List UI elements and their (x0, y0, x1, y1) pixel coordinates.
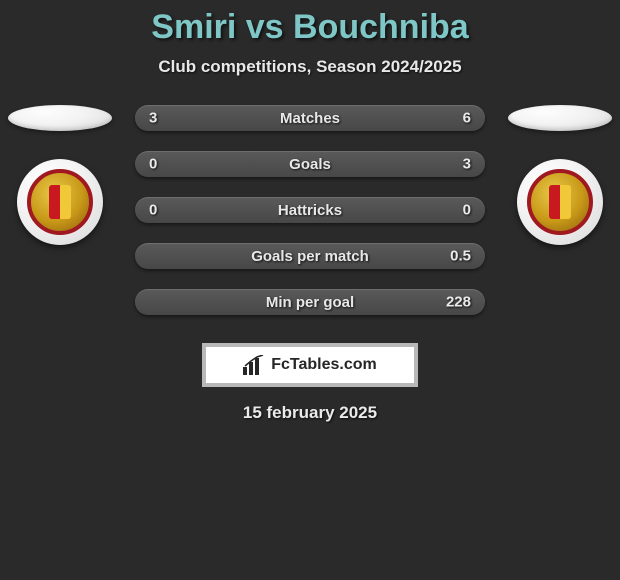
comparison-card: Smiri vs Bouchniba Club competitions, Se… (0, 0, 620, 423)
stat-row-matches: 3 Matches 6 (135, 105, 485, 131)
page-subtitle: Club competitions, Season 2024/2025 (0, 57, 620, 77)
crest-inner-right (527, 169, 593, 235)
stat-label: Goals per match (251, 248, 369, 265)
club-crest-left-icon (17, 159, 103, 245)
stat-left-value: 0 (149, 202, 157, 219)
stat-right-value: 0 (463, 202, 471, 219)
player-left-badges (8, 105, 112, 245)
stat-right-value: 3 (463, 156, 471, 173)
stat-row-goals: 0 Goals 3 (135, 151, 485, 177)
stat-left-value: 3 (149, 110, 157, 127)
club-crest-right-icon (517, 159, 603, 245)
crest-inner-left (27, 169, 93, 235)
brand-text: FcTables.com (271, 356, 377, 374)
stat-right-value: 0.5 (450, 248, 471, 265)
stat-left-value: 0 (149, 156, 157, 173)
date-label: 15 february 2025 (0, 403, 620, 423)
stat-label: Hattricks (278, 202, 342, 219)
page-title: Smiri vs Bouchniba (0, 8, 620, 47)
crest-stripe-right (549, 185, 571, 219)
stat-rows: 3 Matches 6 0 Goals 3 0 Hattricks 0 Goal… (135, 105, 485, 315)
stat-row-goals-per-match: Goals per match 0.5 (135, 243, 485, 269)
player-right-placeholder-icon (508, 105, 612, 131)
brand-badge[interactable]: FcTables.com (202, 343, 418, 387)
player-right-badges (508, 105, 612, 245)
stat-row-hattricks: 0 Hattricks 0 (135, 197, 485, 223)
main-area: 3 Matches 6 0 Goals 3 0 Hattricks 0 Goal… (0, 105, 620, 423)
stat-label: Matches (280, 110, 340, 127)
stat-label: Goals (289, 156, 331, 173)
stat-right-value: 6 (463, 110, 471, 127)
stat-right-value: 228 (446, 294, 471, 311)
bar-chart-icon (243, 355, 265, 375)
stat-label: Min per goal (266, 294, 354, 311)
player-left-placeholder-icon (8, 105, 112, 131)
crest-stripe-left (49, 185, 71, 219)
stat-row-min-per-goal: Min per goal 228 (135, 289, 485, 315)
